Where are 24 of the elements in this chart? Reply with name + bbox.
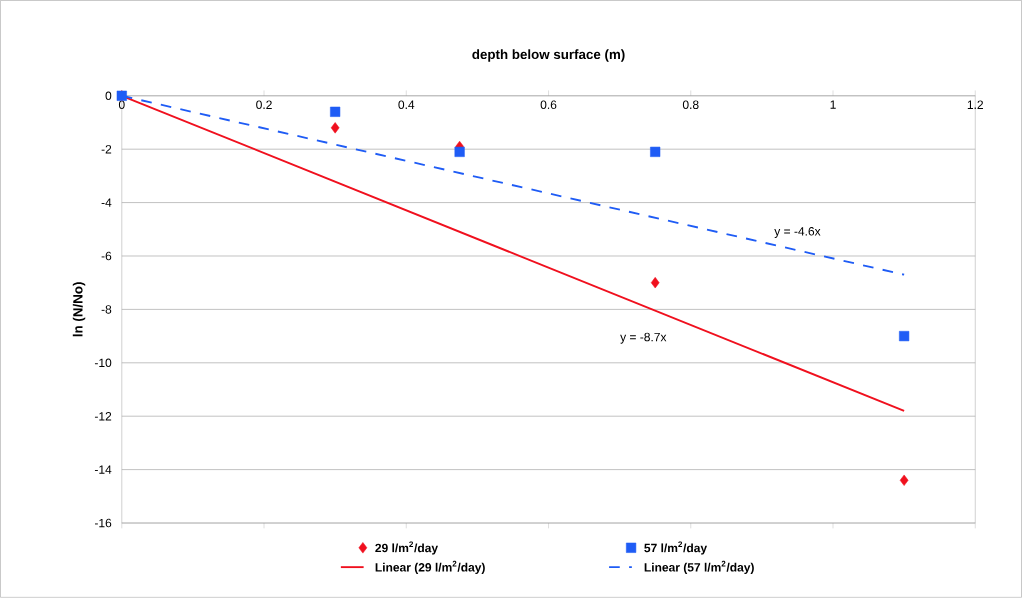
y-tick-label: -16	[94, 518, 112, 528]
x-tick-label: 0	[118, 100, 125, 110]
y-tick-label: -10	[94, 358, 112, 368]
annotation: y = -4.6x	[774, 227, 821, 239]
x-tick-label: 1.2	[967, 100, 983, 109]
x-tick-label: 0.8	[682, 100, 699, 110]
y-tick-label: -12	[94, 412, 112, 421]
x-tick-label: 0.2	[256, 100, 272, 110]
x-tick-label: 1	[830, 100, 836, 109]
legend-label: Linear (29 l/m$^{2}$/day)	[375, 560, 485, 575]
legend-label: 29 l/m$^{2}$/day	[375, 541, 438, 555]
annotation: y = -8.7x	[620, 332, 667, 344]
y-tick-label: -14	[94, 465, 112, 474]
y-tick-label: -4	[101, 198, 112, 207]
y-tick-label: 0	[105, 91, 112, 101]
y-tick-label: -6	[101, 251, 112, 261]
y-axis-title: ln (N/No)	[72, 282, 86, 337]
x-tick-label: 0.6	[540, 100, 557, 110]
y-tick-label: -2	[101, 145, 112, 154]
y-tick-label: -8	[101, 305, 112, 314]
legend-label: 57 l/m$^{2}$/day	[644, 541, 708, 555]
legend-label: Linear (57 l/m$^{2}$/day)	[644, 560, 754, 575]
x-axis-title: depth below surface (m)	[472, 49, 625, 62]
x-tick-label: 0.4	[398, 100, 415, 110]
